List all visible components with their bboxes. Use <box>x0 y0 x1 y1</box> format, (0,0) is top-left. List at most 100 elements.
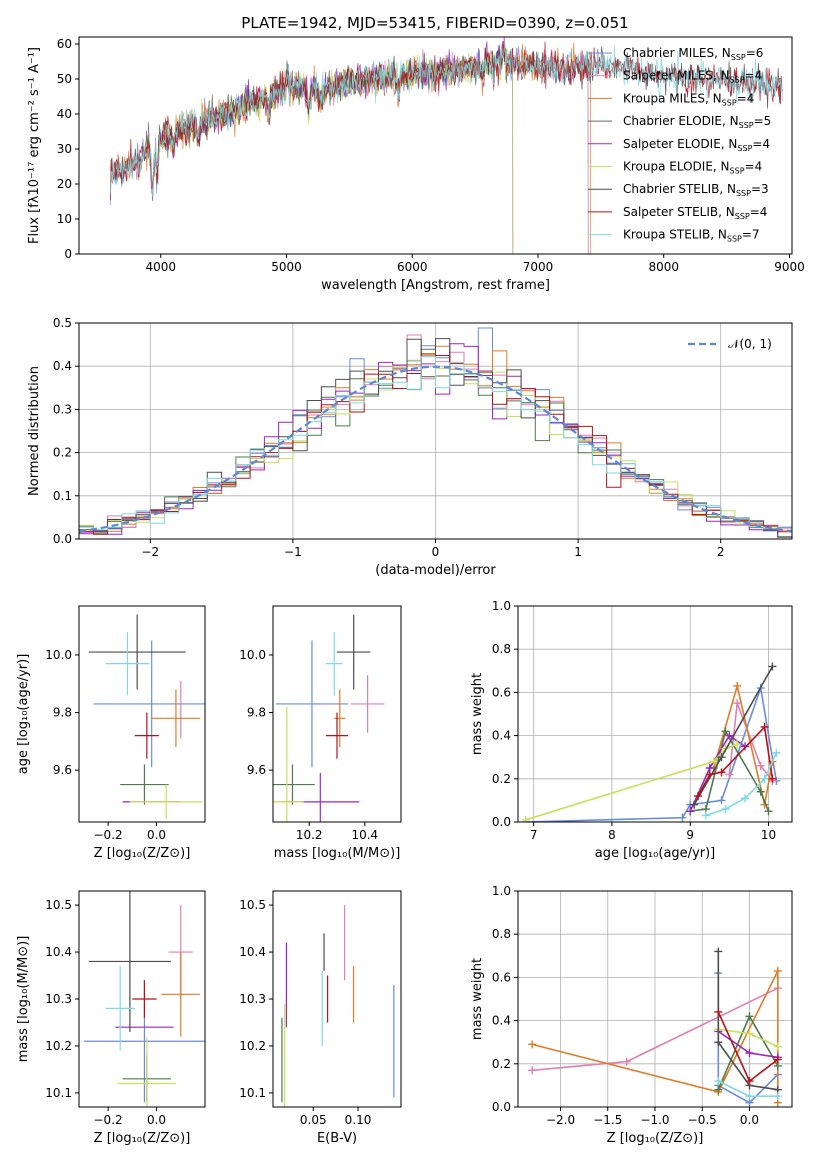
mass-weight-point <box>741 794 750 803</box>
plot-area-1 <box>79 327 792 538</box>
x-tick-label: −1 <box>284 545 302 559</box>
axes-frame <box>272 890 402 1108</box>
mass-weight-point <box>717 768 726 777</box>
residual-histogram <box>79 353 792 535</box>
legend-label: Kroupa MILES, NSSP=4 <box>623 91 754 107</box>
x-tick-label: 2 <box>717 545 725 559</box>
mass-weight-line <box>717 951 778 1091</box>
mass-weight-point <box>733 740 742 749</box>
plot-area-5 <box>83 891 205 1107</box>
x-tick-label: −0.2 <box>94 828 123 842</box>
legend-label: Kroupa ELODIE, NSSP=4 <box>623 160 762 176</box>
mass-weight-point <box>773 966 782 975</box>
x-tick-label: −0.2 <box>94 1113 123 1127</box>
y-tick-label: 20 <box>57 177 72 191</box>
legend-label: Chabrier ELODIE, NSSP=5 <box>623 114 771 130</box>
mass-weight-point <box>528 1066 537 1075</box>
mass-weight-point <box>745 1012 754 1021</box>
mass-weight-point <box>717 753 726 762</box>
x-tick-label: 8 <box>608 828 616 842</box>
x-tick-label: 1 <box>574 545 582 559</box>
y-tick-label: 10.3 <box>239 992 266 1006</box>
x-tick-label: 4000 <box>145 260 176 274</box>
x-tick-label: −2.0 <box>546 1113 575 1127</box>
mass-weight-point <box>714 947 723 956</box>
mass-weight-point <box>622 1057 631 1066</box>
y-tick-label: 0.4 <box>492 1014 511 1028</box>
y-tick-label: 0.8 <box>492 927 511 941</box>
y-tick-label: 1.0 <box>492 599 511 613</box>
panel-4: 7 8 9 10 0.0 0.2 0.4 0.6 0.8 1.0 age [log₁₀(age/yr… <box>470 599 793 861</box>
axes-frame <box>272 605 402 823</box>
mass-weight-point <box>745 1029 754 1038</box>
mass-weight-point <box>705 770 714 779</box>
y-tick-label: 9.8 <box>53 706 72 720</box>
y-axis-label: mass weight <box>470 958 485 1040</box>
y-tick-label: 0.0 <box>492 815 511 829</box>
mass-weight-point <box>745 1092 754 1101</box>
axes-frame <box>517 605 793 823</box>
mass-weight-point <box>717 796 726 805</box>
x-tick-label: 10.4 <box>351 828 378 842</box>
y-tick-label: 0.1 <box>53 489 72 503</box>
plot-area-7 <box>528 947 782 1107</box>
mass-weight-point <box>768 662 777 671</box>
x-tick-label: 8000 <box>648 260 679 274</box>
legend-label: Salpeter STELIB, NSSP=4 <box>623 205 767 221</box>
x-tick-label: 0.10 <box>345 1113 372 1127</box>
panel-3: 10.2 10.4 9.6 9.8 10.0 mass [log₁₀(M/M⊙)] <box>239 605 402 861</box>
mass-weight-point <box>768 774 777 783</box>
y-tick-label: 10.2 <box>45 1039 72 1053</box>
mass-weight-point <box>773 1055 782 1064</box>
x-tick-label: 9 <box>686 828 694 842</box>
y-tick-label: 9.6 <box>247 763 266 777</box>
mass-weight-point <box>773 1092 782 1101</box>
mass-weight-point <box>690 800 699 809</box>
spectrum-line <box>110 45 784 198</box>
x-tick-label: 5000 <box>271 260 302 274</box>
y-tick-label: 0.3 <box>53 402 72 416</box>
panel-2: −0.2 0.0 9.6 9.8 10.0 Z [log₁₀(Z/Z⊙)] age [log… <box>16 605 206 861</box>
x-tick-label: 6000 <box>397 260 428 274</box>
panel-6: 0.05 0.10 10.1 10.2 10.3 10.4 10.5 E(B-V) <box>239 890 402 1146</box>
legend-label: Salpeter MILES, NSSP=4 <box>623 69 762 85</box>
y-tick-label: 1.0 <box>492 884 511 898</box>
panel-7: −2.0 −1.5 −1.0 −0.5 0.0 0.0 0.2 0.4 0.6 0.8 1.0 Z [… <box>470 884 793 1146</box>
mass-weight-line <box>532 970 779 1103</box>
mass-weight-line <box>525 743 738 821</box>
x-axis-label: Z [log₁₀(Z/Z⊙)] <box>94 846 191 861</box>
plot-area-2 <box>88 614 205 820</box>
x-tick-label: 0 <box>432 545 440 559</box>
mass-weight-point <box>745 1077 754 1086</box>
y-tick-label: 0.4 <box>53 359 72 373</box>
mass-weight-point <box>714 1038 723 1047</box>
y-tick-label: 0.0 <box>492 1100 511 1114</box>
legend-label: Chabrier STELIB, NSSP=3 <box>623 182 769 198</box>
x-tick-label: −0.5 <box>688 1113 717 1127</box>
y-tick-label: 0.2 <box>53 446 72 460</box>
y-tick-label: 0.6 <box>492 685 511 699</box>
y-axis-label: age [log₁₀(age/yr)] <box>16 654 31 775</box>
plot-area-6 <box>281 905 395 1107</box>
mass-weight-line <box>712 682 774 805</box>
mass-weight-point <box>733 681 742 690</box>
y-tick-label: 10 <box>57 212 72 226</box>
legend-label: 𝒩(0, 1) <box>728 337 772 351</box>
mass-weight-point <box>528 1040 537 1049</box>
plot-area-0 <box>110 37 784 254</box>
y-tick-label: 0.2 <box>492 1057 511 1071</box>
mass-weight-point <box>773 1042 782 1051</box>
y-tick-label: 0 <box>64 247 72 261</box>
mass-weight-point <box>733 699 742 708</box>
x-axis-label: (data-model)/error <box>375 563 496 578</box>
mass-weight-point <box>678 813 687 822</box>
x-tick-label: 10 <box>761 828 776 842</box>
normal-curve <box>79 365 792 533</box>
mass-weight-point <box>725 731 734 740</box>
y-tick-label: 9.6 <box>53 763 72 777</box>
y-tick-label: 0.5 <box>53 316 72 330</box>
x-axis-label: age [log₁₀(age/yr)] <box>595 846 716 861</box>
x-tick-label: 0.0 <box>147 828 166 842</box>
y-tick-label: 10.2 <box>239 1039 266 1053</box>
